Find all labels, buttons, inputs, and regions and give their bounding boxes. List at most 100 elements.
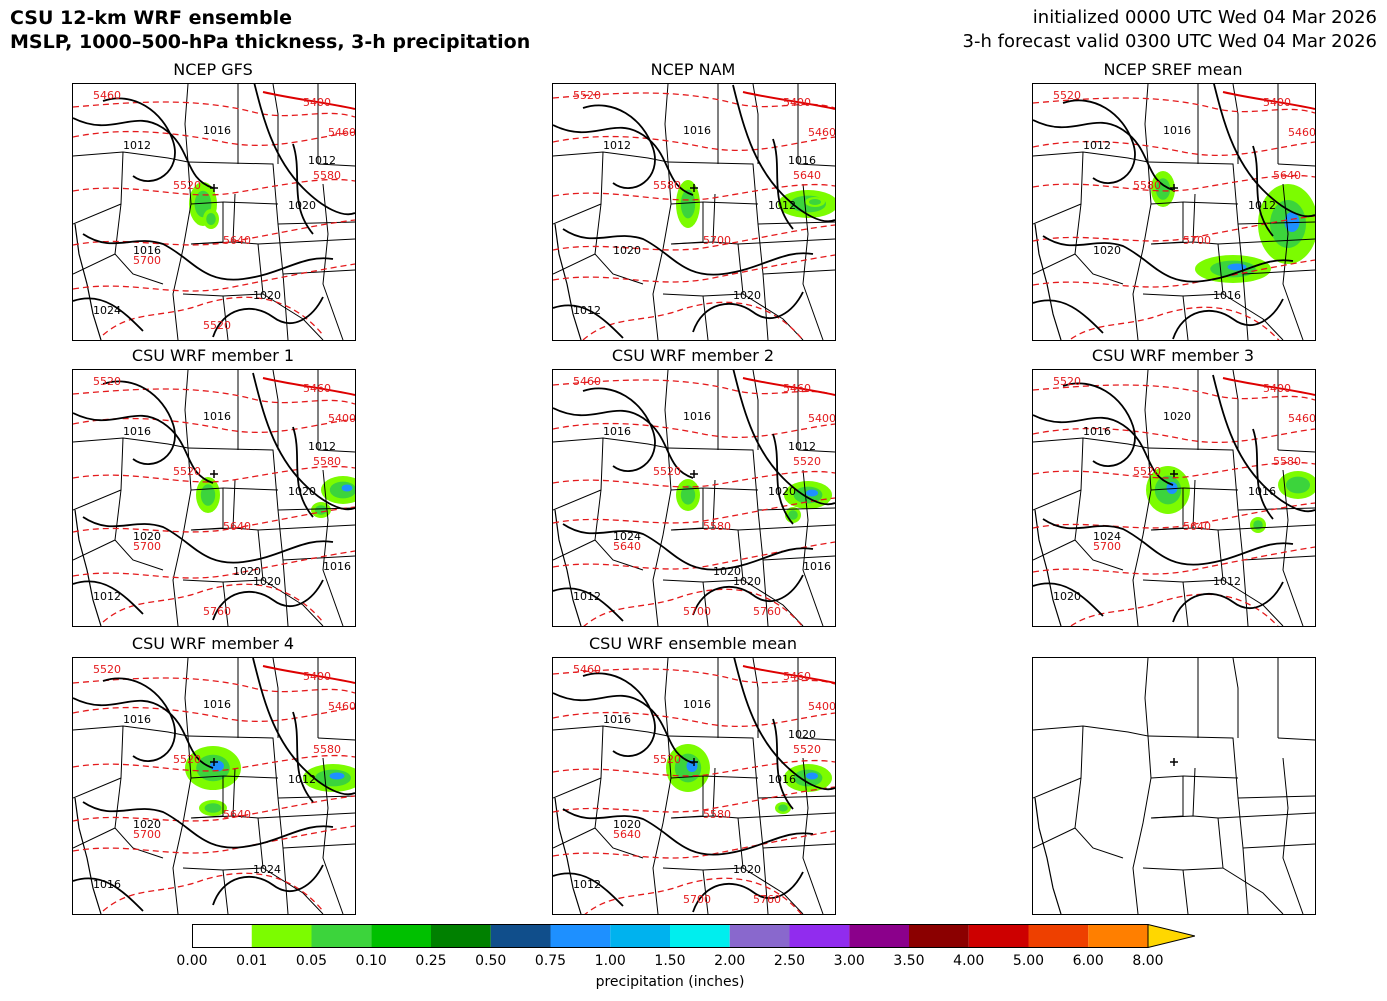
state-boundary (257, 812, 355, 819)
coastline (74, 509, 102, 626)
colorbar-tick-label: 0.25 (415, 953, 447, 969)
map-canvas: 1016 1020 1024 1012 1016 1020 5400 5460 5520 5520… (1033, 370, 1315, 626)
state-boundary (1277, 163, 1315, 167)
state-boundary (1074, 151, 1124, 285)
state-boundary (553, 489, 602, 511)
mslp-isobar (553, 407, 694, 479)
state-boundary (1033, 489, 1082, 511)
mslp-label: 1020 (733, 575, 761, 588)
thickness-contour (73, 101, 355, 118)
mslp-isobar (82, 516, 334, 564)
thickness-contour (1033, 215, 1315, 242)
thickness-contour (73, 677, 355, 694)
mslp-label: 1024 (253, 863, 281, 876)
colorbar-swatch (371, 924, 431, 948)
mslp-label: 1012 (1213, 575, 1241, 588)
colorbar-tick-label: 2.00 (714, 953, 746, 969)
state-boundary (797, 737, 835, 741)
state-boundary (1277, 449, 1315, 453)
state-boundary (742, 579, 804, 626)
mslp-isobar (82, 801, 334, 849)
colorbar-tick-label: 1.50 (654, 953, 686, 969)
thickness-contour (73, 506, 355, 533)
state-boundary (1182, 201, 1239, 205)
state-boundary (1182, 775, 1239, 779)
state-boundary (232, 193, 236, 243)
thickness-label: 5760 (753, 605, 781, 618)
mslp-isobar (102, 380, 176, 465)
mslp-label: 1016 (1248, 485, 1276, 498)
state-boundary (73, 777, 122, 799)
state-boundary (73, 489, 122, 511)
mslp-label: 1012 (788, 440, 816, 453)
thickness-5400-line (262, 665, 355, 684)
state-boundary (1150, 201, 1184, 245)
mslp-isobar (562, 808, 814, 856)
thickness-label: 5460 (328, 126, 355, 139)
state-boundary (1074, 725, 1124, 859)
state-boundary (553, 827, 596, 849)
colorbar-extend-arrow (1147, 924, 1195, 948)
state-boundary (73, 539, 116, 561)
precip-area (806, 489, 818, 497)
colorbar-tick-label: 6.00 (1072, 953, 1104, 969)
thickness-contour (102, 583, 324, 623)
state-boundary (277, 221, 355, 225)
precip-area (788, 510, 798, 520)
coastline (1034, 797, 1062, 914)
state-boundary (317, 737, 355, 741)
state-boundary (742, 293, 804, 340)
thickness-contours (553, 92, 835, 340)
mslp-isobar (1252, 428, 1274, 520)
thickness-label: 5700 (683, 893, 711, 906)
precip-shading (189, 182, 219, 229)
thickness-contour (553, 135, 835, 152)
mslp-isobar (102, 677, 176, 762)
thickness-5400-line (742, 665, 835, 684)
thickness-contour (1033, 461, 1315, 479)
thickness-contour (553, 497, 835, 524)
map-canvas: 1012 1016 1016 1020 1020 1024 1012 5400 5460 5460… (73, 84, 355, 340)
precip-shading (185, 746, 355, 816)
mslp-label: 1016 (203, 410, 231, 423)
state-boundary (317, 449, 355, 453)
mslp-isobar (732, 84, 835, 223)
state-boundaries (1033, 370, 1315, 626)
mslp-label: 1012 (288, 773, 316, 786)
mslp-label: 1024 (93, 304, 121, 317)
coastline (74, 797, 102, 914)
mslp-isobar (772, 138, 794, 230)
state-boundary (742, 867, 804, 914)
mslp-isobar (73, 117, 214, 189)
forecast-map-panel: 1012 1016 1016 1020 1020 1024 1012 5400 5460 5460… (72, 83, 356, 341)
plus-marker-icon (690, 470, 698, 478)
thickness-label: 5700 (703, 234, 731, 247)
thickness-label: 5520 (203, 319, 231, 332)
precip-area (809, 199, 821, 205)
coastline (554, 223, 582, 340)
mslp-isobar (582, 672, 656, 757)
mslp-isobar (772, 718, 794, 810)
thickness-label: 5640 (613, 828, 641, 841)
state-boundary (1132, 658, 1152, 914)
state-boundary (702, 295, 709, 340)
mslp-isobar (212, 579, 324, 621)
mslp-label: 1020 (288, 199, 316, 212)
map-canvas: 1016101610241020102010121012101610205460… (553, 370, 835, 626)
state-boundary (1192, 193, 1196, 243)
state-boundary (73, 151, 189, 163)
mslp-label: 1016 (133, 244, 161, 257)
colorbar-swatch (610, 924, 670, 948)
mslp-isobar (1042, 518, 1294, 566)
thickness-label: 5640 (1273, 169, 1301, 182)
colorbar-swatch (849, 924, 909, 948)
state-boundary (1150, 775, 1184, 819)
mslp-isobars (1033, 374, 1315, 623)
colorbar-tick-label: 0.05 (295, 953, 328, 969)
mslp-label: 1016 (683, 410, 711, 423)
mslp-isobar (1033, 119, 1174, 191)
state-boundary (802, 469, 824, 626)
state-boundary (222, 487, 279, 491)
forecast-map-panel: 1012 1016 1020 1016 1012 5400 5460 5520 5580 5640… (1032, 83, 1316, 341)
plus-marker-icon (210, 470, 218, 478)
